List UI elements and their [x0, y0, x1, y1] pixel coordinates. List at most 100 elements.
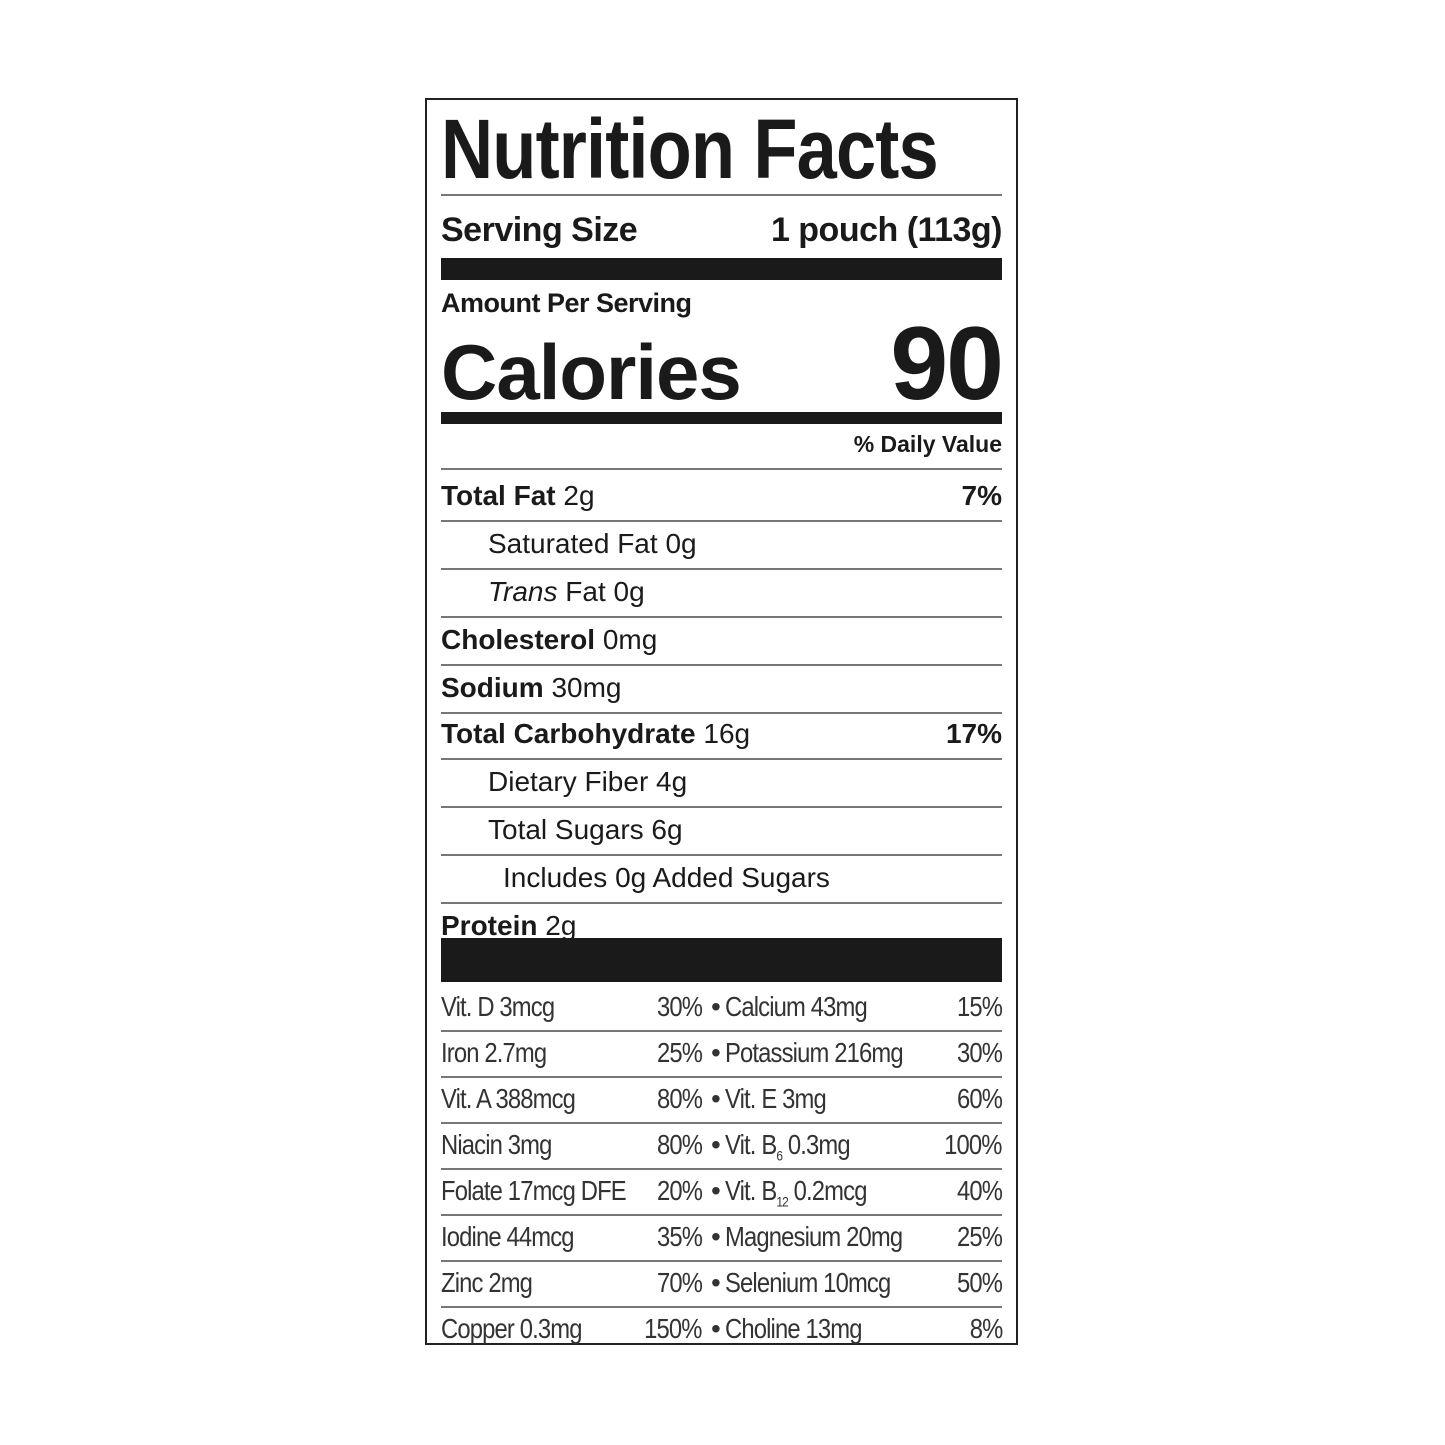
calories-label: Calories [441, 328, 742, 416]
calories-row: Calories 90 [441, 306, 1004, 422]
medium-divider [441, 412, 1002, 424]
vitamin-right-name: Vit. E 3mg [725, 1082, 827, 1116]
vitamin-left-dv: 150% [644, 1313, 703, 1344]
nutrient-label: Dietary Fiber [488, 766, 649, 797]
vitamin-left-dv: 20% [656, 1175, 703, 1206]
vitamin-right-dv: 8% [969, 1313, 1003, 1344]
nutrient-name: Cholesterol 0mg [441, 620, 657, 660]
vitamin-right-label: 0.2mcg [787, 1175, 868, 1206]
bullet-separator: • [711, 1221, 721, 1252]
vitamin-row: Vit. D 3mcg 30% • Calcium 43mg 15% [441, 984, 1003, 1030]
bullet-separator: • [711, 1267, 721, 1298]
divider [441, 1168, 1002, 1170]
serving-size-label: Serving Size [441, 211, 638, 249]
nutrient-label: Sodium [441, 672, 544, 703]
nutrient-row: Protein 2g [441, 906, 1002, 950]
nutrient-row: Includes 0g Added Sugars [441, 858, 1002, 902]
nutrient-name: Dietary Fiber 4g [441, 762, 687, 802]
vitamin-row: Niacin 3mg 80% • Vit. B6 0.3mg 100% [441, 1122, 1003, 1168]
nutrient-name: Protein 2g [441, 906, 576, 946]
vitamin-right-label: Choline 13mg [725, 1313, 863, 1344]
serving-size-value: 1 pouch (113g) [770, 211, 1003, 249]
vitamin-left-name: Vit. D 3mcg [441, 991, 555, 1022]
nutrient-amount: 6g [651, 814, 683, 845]
nutrient-row: Total Sugars 6g [441, 810, 1002, 854]
daily-value-header: % Daily Value [853, 431, 1002, 457]
bullet-separator: • [711, 1175, 721, 1206]
nutrient-label: Protein [441, 910, 538, 941]
nutrient-row: Trans Fat 0g [441, 572, 1002, 616]
vitamin-right-dv: 40% [956, 1175, 1003, 1206]
nutrient-amount: 0mg [602, 624, 658, 655]
bullet-separator: • [711, 1313, 721, 1344]
vitamin-right-dv: 50% [956, 1267, 1003, 1298]
vitamin-right-name: Choline 13mg [725, 1312, 863, 1346]
nutrient-label: Includes 0g Added Sugars [503, 862, 830, 893]
bullet-separator: • [711, 991, 721, 1022]
vitamin-row: Zinc 2mg 70% • Selenium 10mcg 50% [441, 1260, 1003, 1306]
divider [441, 664, 1002, 666]
nutrient-label-suffix: Fat [565, 576, 606, 607]
nutrient-amount: 0g [613, 576, 645, 607]
vitamin-right-label: 0.3mg [782, 1129, 851, 1160]
nutrient-amount: 2g [545, 910, 577, 941]
nutrient-label: Cholesterol [441, 624, 596, 655]
divider [441, 1122, 1002, 1124]
nutrient-name: Total Fat 2g [441, 476, 595, 516]
vitamin-right-label: Calcium 43mg [725, 991, 868, 1022]
divider [441, 468, 1002, 470]
serving-size-row: Serving Size 1 pouch (113g) [441, 210, 1003, 250]
vitamin-left-name: Vit. A 388mcg [441, 1083, 576, 1114]
vitamin-left-dv: 30% [656, 991, 703, 1022]
vitamin-left-dv: 70% [656, 1267, 703, 1298]
nutrient-label: Total Carbohydrate [441, 718, 696, 749]
nutrient-amount: 16g [703, 718, 751, 749]
bullet-separator: • [711, 1037, 721, 1068]
divider [441, 1030, 1002, 1032]
nutrient-daily-value: 7% [961, 480, 1002, 511]
vitamin-right-label: Potassium 216mg [725, 1037, 904, 1068]
nutrient-row: Cholesterol 0mg [441, 620, 1002, 664]
vitamin-right-name: Vit. B6 0.3mg [725, 1128, 851, 1173]
vitamin-right-dv: 25% [956, 1221, 1003, 1252]
divider [441, 854, 1002, 856]
bullet-separator: • [711, 1129, 721, 1160]
nutrient-name: Total Sugars 6g [441, 810, 683, 850]
nutrient-row: Saturated Fat 0g [441, 524, 1002, 568]
divider [441, 712, 1002, 714]
vitamin-left-name: Iron 2.7mg [441, 1037, 547, 1068]
thick-divider [441, 258, 1002, 280]
vitamin-right-label: Selenium 10mcg [725, 1267, 891, 1298]
nutrient-amount: 4g [656, 766, 688, 797]
vitamin-left-name: Zinc 2mg [441, 1267, 533, 1298]
vitamin-right-label: Magnesium 20mg [725, 1221, 903, 1252]
divider [441, 194, 1002, 196]
vitamin-right-prefix: Vit. B [725, 1175, 777, 1206]
divider [441, 758, 1002, 760]
vitamin-left-dv: 80% [656, 1083, 703, 1114]
vitamin-left-dv: 80% [656, 1129, 703, 1160]
vitamin-row: Iodine 44mcg 35% • Magnesium 20mg 25% [441, 1214, 1003, 1260]
vitamin-subscript: 6 [776, 1147, 783, 1164]
vitamin-right-name: Potassium 216mg [725, 1036, 904, 1070]
nutrient-name: Total Carbohydrate 16g [441, 714, 750, 754]
vitamin-left-name: Niacin 3mg [441, 1129, 552, 1160]
nutrient-row: Sodium 30mg [441, 668, 1002, 712]
nutrient-label: Saturated Fat [488, 528, 658, 559]
vitamin-right-name: Magnesium 20mg [725, 1220, 903, 1254]
nutrient-row: Total Carbohydrate 16g 17% [441, 714, 1002, 758]
vitamin-right-dv: 60% [956, 1083, 1003, 1114]
nutrient-amount: 2g [563, 480, 595, 511]
vitamin-right-label: Vit. E 3mg [725, 1083, 827, 1114]
nutrient-row: Dietary Fiber 4g [441, 762, 1002, 806]
nutrient-label: Total Fat [441, 480, 556, 511]
vitamin-left-name: Iodine 44mcg [441, 1221, 575, 1252]
vitamin-right-dv: 15% [956, 991, 1003, 1022]
vitamin-row: Folate 17mcg DFE 20% • Vit. B12 0.2mcg 40% [441, 1168, 1003, 1214]
divider [441, 568, 1002, 570]
vitamin-left-dv: 35% [656, 1221, 703, 1252]
vitamin-right-dv: 30% [956, 1037, 1003, 1068]
vitamin-row: Copper 0.3mg 150% • Choline 13mg 8% [441, 1306, 1003, 1352]
vitamin-subscript: 12 [776, 1193, 788, 1210]
calories-value: 90 [890, 306, 1004, 422]
